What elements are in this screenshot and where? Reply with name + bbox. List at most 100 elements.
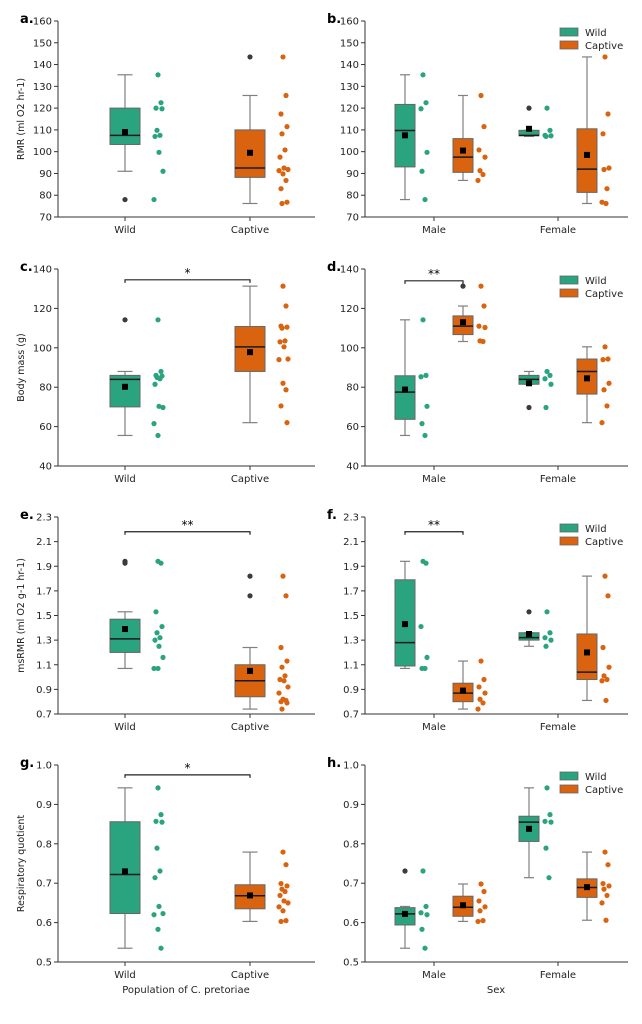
mean-marker (460, 687, 466, 694)
y-axis-label: RMR (ml O2 hr-1) (16, 78, 27, 160)
y-tick-label: 1.0 (36, 761, 52, 772)
data-point (422, 665, 428, 672)
significance-bracket (124, 774, 251, 778)
y-tick-label: 100 (340, 343, 359, 354)
y-tick-label: 140 (33, 60, 52, 71)
data-point (600, 357, 606, 363)
outlier-point (526, 609, 532, 615)
data-point (606, 380, 612, 386)
x-axis-label: Population of C. pretoriae (122, 985, 249, 996)
y-tick-label: 0.8 (343, 839, 359, 850)
x-tick-label: Female (540, 474, 576, 485)
y-tick-label: 60 (39, 422, 52, 433)
data-point (419, 926, 425, 932)
data-point (279, 706, 285, 712)
panel-f: 0.7 0.9 1.1 1.3 1.5 1.7 1.9 2.1 2.3 f. Male Female *… (327, 508, 628, 733)
y-tick-label: 80 (346, 383, 359, 394)
box-male-wild (394, 317, 430, 439)
y-tick-label: 2.1 (36, 537, 52, 548)
mean-marker (402, 621, 408, 628)
data-point (278, 644, 284, 651)
data-point (542, 818, 548, 824)
y-tick-label: 80 (39, 383, 52, 394)
data-point (478, 881, 484, 887)
box-male-captive (452, 658, 488, 712)
y-tick-label: 1.5 (343, 611, 359, 622)
data-point (280, 54, 286, 60)
data-point (600, 644, 606, 651)
data-point (548, 637, 554, 643)
outlier-point (247, 54, 253, 60)
mean-marker (584, 649, 590, 656)
y-tick-label: 0.7 (36, 879, 52, 890)
data-point (476, 147, 482, 153)
box-captive-captive (234, 573, 291, 712)
x-axis-label: Sex (487, 985, 505, 996)
y-tick-label: 1.1 (36, 660, 52, 671)
legend-swatch-wild (559, 27, 579, 37)
data-point (277, 339, 283, 345)
y-tick-label: 40 (39, 462, 52, 473)
data-point (281, 678, 287, 684)
data-point (155, 785, 161, 791)
data-point (284, 883, 290, 889)
data-point (160, 168, 166, 174)
data-point (547, 127, 553, 133)
data-point (158, 100, 164, 106)
legend: Wild Captive (559, 771, 623, 796)
data-point (155, 665, 161, 672)
y-axis-label: Body mass (g) (16, 333, 27, 401)
data-point (154, 845, 160, 851)
y-tick-label: 160 (33, 17, 52, 28)
data-point (278, 880, 284, 887)
box-captive-captive (234, 849, 291, 925)
data-point (475, 177, 481, 184)
y-tick-label: 0.9 (343, 800, 359, 811)
data-point (278, 186, 284, 192)
y-tick-label: 1.3 (343, 636, 359, 647)
data-point (482, 324, 488, 331)
data-point (547, 630, 553, 636)
data-point (423, 903, 429, 910)
data-point (424, 149, 430, 155)
outlier-point (402, 868, 408, 874)
y-tick-label: 0.7 (343, 710, 359, 721)
data-point (605, 356, 611, 362)
data-point (285, 900, 291, 906)
data-point (278, 699, 284, 705)
y-tick-label: 0.9 (36, 800, 52, 811)
mean-marker (402, 910, 408, 917)
data-point (157, 376, 163, 382)
legend-label: Wild (585, 28, 607, 39)
y-tick-label: 150 (340, 38, 359, 49)
data-point (604, 186, 610, 192)
iqr-box (394, 375, 416, 420)
data-point (423, 372, 429, 378)
mean-marker (460, 147, 466, 154)
data-point (280, 573, 286, 579)
data-point (601, 886, 607, 892)
data-point (423, 560, 429, 566)
mean-marker (247, 149, 253, 156)
data-point (158, 560, 164, 566)
data-point (284, 658, 290, 664)
outlier-point (122, 560, 128, 566)
legend-label: Captive (585, 785, 623, 796)
y-tick-label: 70 (39, 213, 52, 224)
mean-marker (526, 630, 532, 637)
data-point (277, 676, 283, 683)
y-tick-label: 0.7 (343, 879, 359, 890)
data-point (283, 862, 289, 868)
data-point (418, 374, 424, 380)
y-tick-label: 1.1 (343, 660, 359, 671)
significance-bracket (124, 531, 251, 535)
data-point (152, 381, 158, 387)
data-point (602, 54, 608, 60)
data-point (281, 165, 287, 171)
box-female-captive (576, 54, 612, 207)
x-tick-label: Wild (114, 970, 136, 981)
data-point (420, 868, 426, 874)
data-point (548, 381, 554, 387)
legend-swatch-captive (559, 536, 579, 546)
